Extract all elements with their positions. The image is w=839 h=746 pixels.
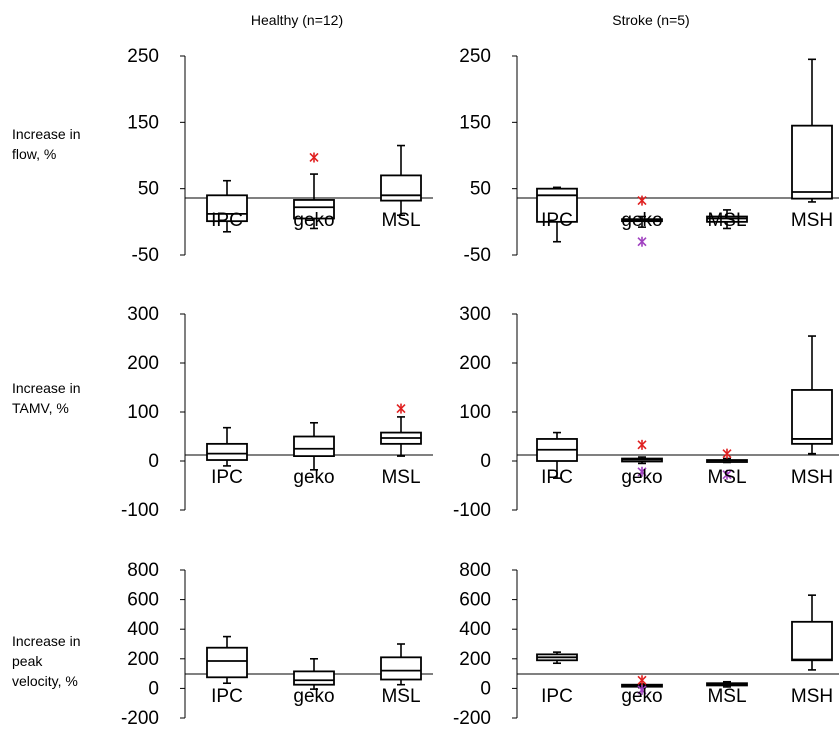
outlier-marker — [722, 469, 732, 480]
x-tick-label: geko — [293, 210, 334, 231]
y-tick-label: 150 — [459, 112, 491, 133]
y-tick-label: -100 — [121, 500, 159, 521]
y-tick-label: 200 — [127, 353, 159, 374]
outlier-marker — [637, 466, 647, 477]
box-iqr — [206, 646, 248, 679]
x-tick-label: geko — [293, 467, 334, 488]
x-tick-label: IPC — [211, 686, 243, 707]
row-label-tamv: Increase in TAMV, % — [12, 378, 80, 418]
y-tick-label: -100 — [453, 500, 491, 521]
x-tick-label: MSH — [791, 210, 833, 231]
y-tick-label: 300 — [127, 304, 159, 325]
y-tick-label: 50 — [470, 179, 491, 200]
y-tick-label: 0 — [148, 678, 159, 699]
outlier-marker — [637, 439, 647, 450]
x-tick-label: MSH — [791, 467, 833, 488]
outlier-marker — [637, 236, 647, 247]
row-label-line: Increase in — [12, 633, 81, 649]
y-tick-label: -200 — [121, 708, 159, 729]
y-tick-label: 0 — [480, 451, 491, 472]
box-iqr — [380, 174, 422, 202]
x-tick-label: MSL — [381, 467, 420, 488]
y-tick-label: 0 — [480, 678, 491, 699]
x-tick-label: MSL — [707, 686, 746, 707]
y-tick-label: -50 — [132, 245, 159, 266]
y-tick-label: 50 — [138, 179, 159, 200]
column-title-healthy: Healthy (n=12) — [250, 12, 344, 28]
box-iqr — [293, 435, 335, 458]
row-label-peak-velocity: Increase in peak velocity, % — [12, 631, 80, 691]
y-tick-label: 200 — [459, 353, 491, 374]
y-tick-label: 800 — [459, 560, 491, 581]
outlier-marker — [309, 152, 319, 163]
row-label-line: Increase in — [12, 380, 81, 396]
y-tick-label: 250 — [127, 46, 159, 67]
outlier-marker — [637, 684, 647, 695]
x-tick-label: geko — [621, 686, 662, 707]
outlier-marker — [637, 675, 647, 686]
x-tick-label: geko — [621, 467, 662, 488]
y-tick-label: -200 — [453, 708, 491, 729]
x-tick-label: MSL — [381, 686, 420, 707]
x-tick-label: IPC — [541, 686, 573, 707]
y-tick-label: -50 — [464, 245, 491, 266]
x-tick-label: geko — [293, 686, 334, 707]
box-iqr — [380, 656, 422, 681]
row-label-line: flow, % — [12, 146, 57, 162]
row-label-flow: Increase in flow, % — [12, 124, 80, 164]
row-label-line: peak — [12, 653, 43, 669]
row-label-line: TAMV, % — [12, 400, 69, 416]
row-label-line: velocity, % — [12, 673, 78, 689]
x-tick-label: MSL — [707, 210, 746, 231]
box-iqr — [206, 194, 248, 223]
y-tick-label: 100 — [127, 402, 159, 423]
box-iqr — [791, 389, 833, 445]
x-tick-label: IPC — [541, 210, 573, 231]
outlier-marker — [722, 448, 732, 459]
y-tick-label: 0 — [148, 451, 159, 472]
y-tick-label: 600 — [459, 590, 491, 611]
box-iqr — [293, 670, 335, 686]
y-tick-label: 250 — [459, 46, 491, 67]
row-label-line: Increase in — [12, 126, 81, 142]
box-iqr — [791, 124, 833, 200]
box-iqr — [293, 199, 335, 220]
y-tick-label: 300 — [459, 304, 491, 325]
y-tick-label: 200 — [127, 649, 159, 670]
x-tick-label: IPC — [541, 467, 573, 488]
y-tick-label: 150 — [127, 112, 159, 133]
column-title-stroke: Stroke (n=5) — [612, 12, 690, 28]
y-tick-label: 400 — [459, 619, 491, 640]
y-tick-label: 800 — [127, 560, 159, 581]
x-tick-label: IPC — [211, 210, 243, 231]
outlier-marker — [637, 195, 647, 206]
x-tick-label: MSL — [707, 467, 746, 488]
x-tick-label: geko — [621, 210, 662, 231]
outlier-marker — [396, 403, 406, 414]
x-tick-label: MSL — [381, 210, 420, 231]
y-tick-label: 400 — [127, 619, 159, 640]
box-iqr — [206, 442, 248, 461]
x-tick-label: MSH — [791, 686, 833, 707]
y-tick-label: 100 — [459, 402, 491, 423]
y-tick-label: 200 — [459, 649, 491, 670]
box-iqr — [536, 187, 578, 223]
x-tick-label: IPC — [211, 467, 243, 488]
box-iqr — [791, 620, 833, 662]
y-tick-label: 600 — [127, 590, 159, 611]
